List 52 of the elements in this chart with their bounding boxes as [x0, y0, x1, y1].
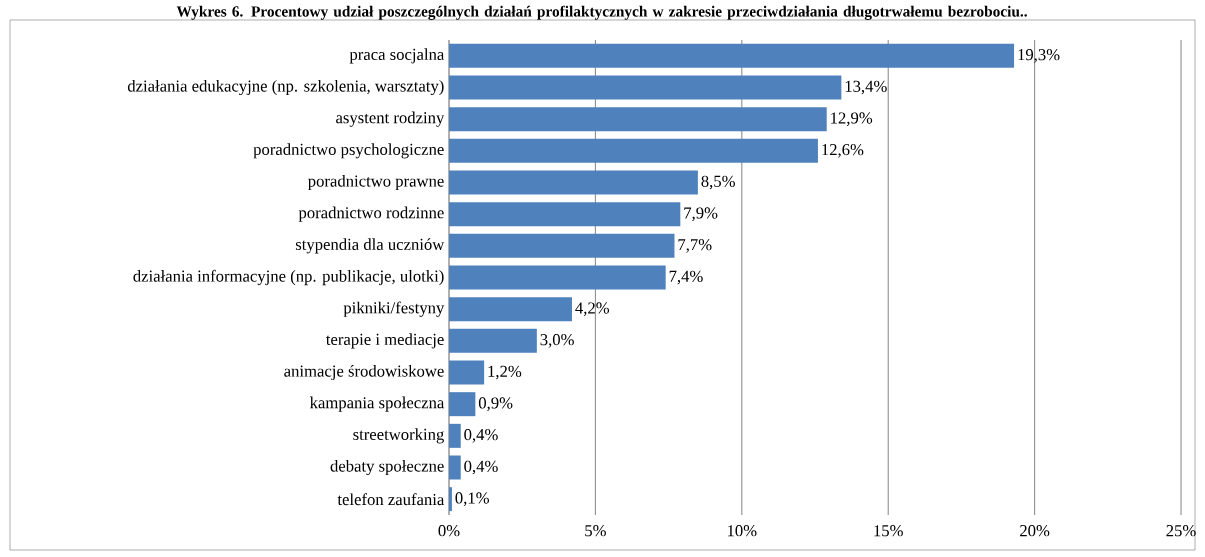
data-label: 1,2% — [488, 365, 522, 380]
x-tick-label: 25% — [1166, 525, 1196, 537]
y-tick-label: poradnictwo rodzinne — [298, 206, 444, 222]
y-tick-label: debaty społeczne — [330, 459, 444, 476]
data-label: 13,4% — [845, 80, 887, 95]
y-tick-label: działania edukacyjne (np. szkolenia, warsztaty) — [127, 79, 444, 96]
data-label: 0,9% — [478, 397, 513, 411]
y-tick-label: asystent rodziny — [336, 111, 445, 127]
bar — [449, 107, 827, 132]
y-tick-label: telefon zaufania — [337, 493, 445, 506]
x-tick-label: 10% — [728, 525, 757, 537]
y-tick-label: działania informacyjne (np. publikacje, ulotki) — [133, 269, 444, 286]
bar — [449, 392, 476, 417]
data-label: 3,0% — [540, 334, 574, 348]
bar — [449, 360, 485, 385]
bar — [449, 487, 452, 512]
bar — [449, 423, 461, 448]
x-tick-label: 0% — [438, 525, 460, 537]
x-tick-label: 5% — [585, 525, 606, 537]
bar — [449, 328, 537, 353]
x-tick-label: 20% — [1020, 525, 1050, 537]
bar — [449, 138, 818, 163]
bar — [449, 297, 572, 322]
bar — [449, 233, 675, 258]
bar — [449, 170, 698, 195]
y-tick-label: streetworking — [353, 428, 444, 444]
data-label: 0,1% — [455, 492, 490, 507]
y-tick-label: poradnictwo prawne — [308, 174, 444, 191]
data-label: 12,6% — [822, 144, 864, 158]
y-tick-label: pikniki/festyny — [343, 301, 445, 317]
y-tick-label: animacje środowiskowe — [284, 364, 444, 381]
y-tick-label: terapie i mediacje — [326, 333, 444, 349]
y-tick-label: stypendia dla uczniów — [295, 238, 445, 254]
data-label: 7,7% — [678, 239, 712, 253]
bar — [449, 202, 681, 227]
data-label: 0,4% — [464, 460, 498, 475]
data-label: 7,4% — [669, 270, 703, 285]
data-label: 8,5% — [701, 175, 735, 190]
bar — [449, 265, 666, 290]
y-tick-label: poradnictwo psychologiczne — [253, 143, 444, 159]
y-tick-label: kampania społeczna — [309, 396, 445, 412]
bar — [449, 455, 461, 480]
bar — [449, 75, 842, 100]
bar — [449, 43, 1015, 68]
data-label: 19,3% — [1018, 49, 1060, 63]
data-label: 0,4% — [464, 429, 498, 443]
data-label: 7,9% — [684, 207, 718, 221]
data-label: 4,2% — [575, 302, 610, 316]
chart-title: Wykres 6. Procentowy udział poszczególnych działań profilaktycznych w zakresie przeciwdziałania długotrwałemu bezrobociu.. — [176, 5, 1027, 20]
data-label: 12,9% — [831, 112, 873, 126]
x-tick-label: 15% — [874, 525, 903, 537]
y-tick-label: praca socjalna — [349, 48, 445, 64]
